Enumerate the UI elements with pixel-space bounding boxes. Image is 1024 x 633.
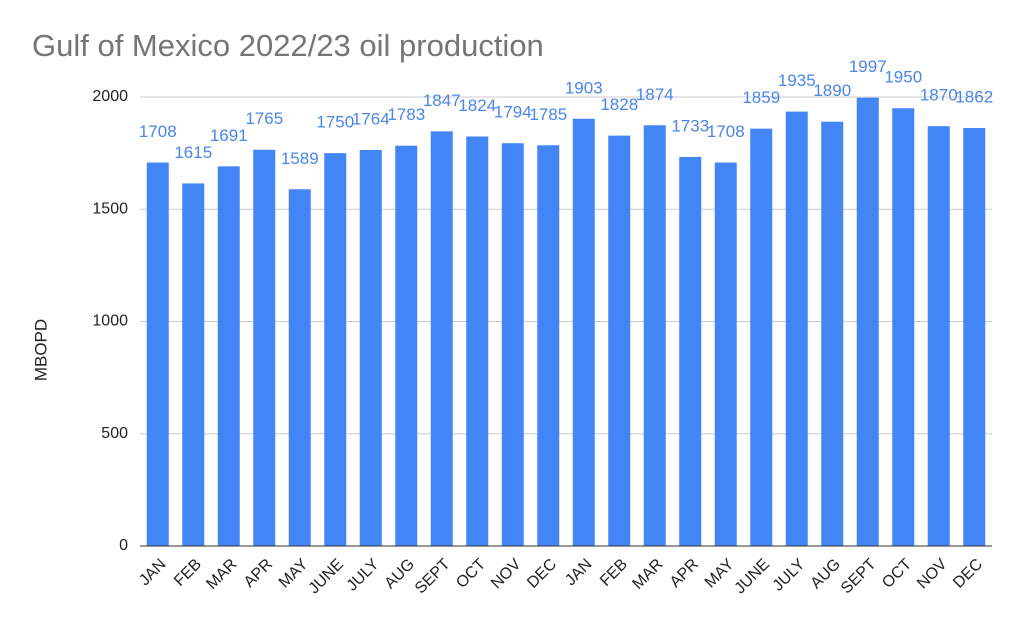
x-tick-label: JUNE xyxy=(731,556,773,598)
x-tick-label: SEPT xyxy=(412,556,454,598)
data-label: 1950 xyxy=(884,68,922,87)
x-tick-label: JULY xyxy=(770,556,809,595)
data-label: 1935 xyxy=(778,71,816,90)
data-label: 1785 xyxy=(529,105,567,124)
x-tick-label: OCT xyxy=(879,556,915,592)
data-label: 1890 xyxy=(813,81,851,100)
data-label: 1765 xyxy=(245,109,283,128)
x-tick-label: NOV xyxy=(914,556,951,593)
data-label: 1828 xyxy=(600,95,638,114)
chart-title: Gulf of Mexico 2022/23 oil production xyxy=(32,28,544,63)
x-tick-label: JULY xyxy=(344,556,383,595)
data-label: 1691 xyxy=(210,126,248,145)
x-tick-label: OCT xyxy=(453,556,489,592)
bar xyxy=(679,156,702,546)
x-tick-label: FEB xyxy=(171,556,205,590)
bar xyxy=(714,162,737,546)
data-label: 1847 xyxy=(423,91,461,110)
x-tick-label: MAR xyxy=(203,556,240,593)
bar xyxy=(501,143,524,546)
bar xyxy=(253,149,276,546)
x-tick-label: DEC xyxy=(950,556,986,592)
bar xyxy=(146,162,169,546)
bar xyxy=(217,166,240,547)
data-label: 1708 xyxy=(707,122,745,141)
x-tick-label: FEB xyxy=(597,556,631,590)
bar xyxy=(643,125,666,547)
y-tick-label: 1000 xyxy=(92,313,128,330)
bar xyxy=(537,145,560,546)
bar xyxy=(572,118,595,547)
bar xyxy=(821,121,844,546)
data-label: 1708 xyxy=(139,122,177,141)
x-tick-label: JAN xyxy=(562,556,595,589)
bar xyxy=(182,183,205,546)
bar xyxy=(324,153,347,546)
data-label: 1615 xyxy=(174,143,212,162)
x-tick-label: DEC xyxy=(524,556,560,592)
y-axis-label: MBOPD xyxy=(31,319,50,381)
x-tick-label: APR xyxy=(667,556,702,591)
x-tick-label: JUNE xyxy=(305,556,347,598)
data-label: 1783 xyxy=(387,105,425,124)
y-tick-label: 500 xyxy=(101,425,128,442)
x-tick-label: JAN xyxy=(136,556,169,589)
x-tick-label: NOV xyxy=(488,556,525,593)
data-label: 1903 xyxy=(565,78,603,97)
bar xyxy=(785,111,808,546)
y-tick-label: 0 xyxy=(119,537,128,554)
bar xyxy=(430,131,453,546)
bar xyxy=(927,126,950,546)
data-label: 1859 xyxy=(742,88,780,107)
data-label: 1750 xyxy=(316,113,354,132)
data-label: 1589 xyxy=(281,149,319,168)
bar xyxy=(288,189,311,546)
data-label: 1874 xyxy=(636,85,674,104)
data-label: 1862 xyxy=(955,87,993,106)
bar xyxy=(963,127,986,546)
y-tick-label: 1500 xyxy=(92,200,128,217)
data-label: 1764 xyxy=(352,109,390,128)
data-label: 1997 xyxy=(849,57,887,76)
x-tick-label: MAR xyxy=(629,556,666,593)
bar xyxy=(608,135,631,546)
data-label: 1733 xyxy=(671,116,709,135)
x-tick-label: SEPT xyxy=(838,556,880,598)
bar xyxy=(892,108,915,546)
bar xyxy=(856,97,879,547)
data-label: 1824 xyxy=(458,96,496,115)
x-tick-label: APR xyxy=(241,556,276,591)
bar xyxy=(359,149,382,546)
y-tick-label: 2000 xyxy=(92,88,128,105)
data-label: 1870 xyxy=(920,86,958,105)
bar xyxy=(466,136,489,546)
bar xyxy=(750,128,773,547)
data-label: 1794 xyxy=(494,103,532,122)
bar xyxy=(395,145,418,547)
